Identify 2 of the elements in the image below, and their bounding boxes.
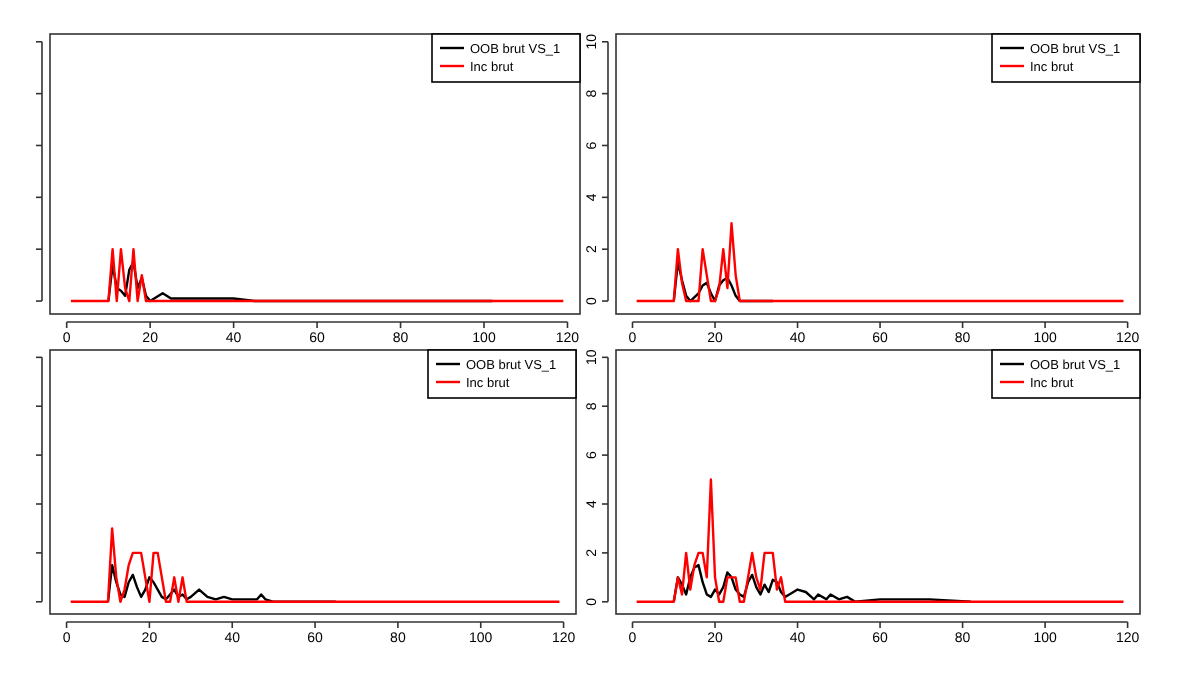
line-series [635,478,1125,603]
line-series [635,222,1125,303]
